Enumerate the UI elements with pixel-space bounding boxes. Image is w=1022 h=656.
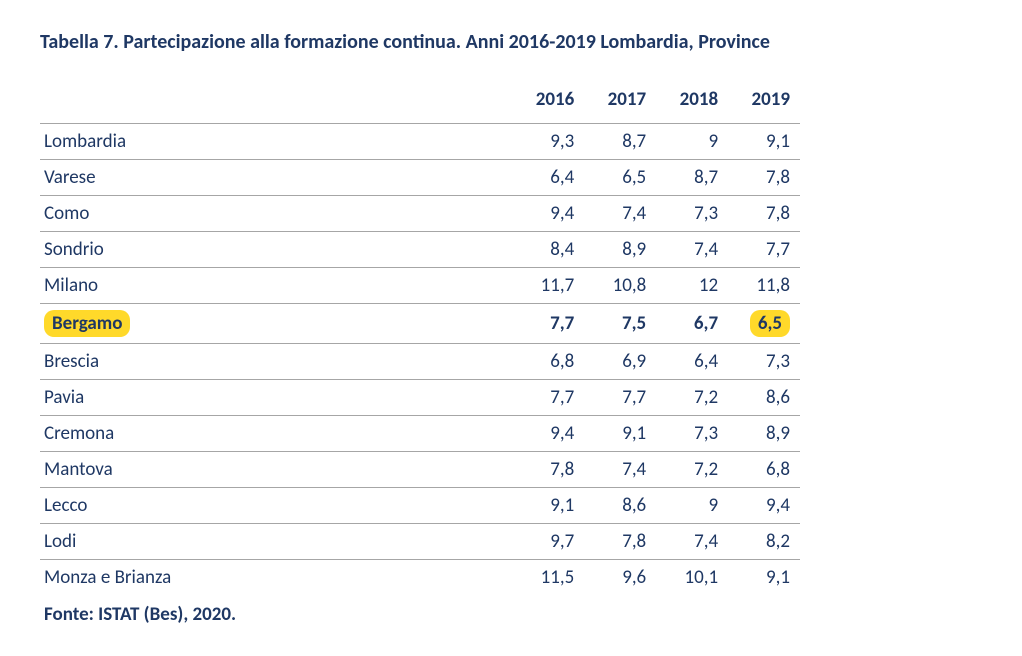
- cell-value: 7,3: [656, 416, 728, 452]
- row-label: Brescia: [40, 344, 512, 380]
- cell-value: 8,7: [584, 124, 656, 160]
- table-row: Brescia6,86,96,47,3: [40, 344, 800, 380]
- cell-value: 7,2: [656, 452, 728, 488]
- cell-value: 7,8: [512, 452, 584, 488]
- cell-value: 11,5: [512, 560, 584, 596]
- cell-value: 6,9: [584, 344, 656, 380]
- cell-value: 11,8: [728, 268, 800, 304]
- cell-value: 7,7: [512, 304, 584, 344]
- cell-value: 6,5: [728, 304, 800, 344]
- cell-value: 7,8: [728, 196, 800, 232]
- cell-value: 6,7: [656, 304, 728, 344]
- cell-value: 9,1: [584, 416, 656, 452]
- row-label: Cremona: [40, 416, 512, 452]
- header-2018: 2018: [656, 82, 728, 124]
- cell-value: 9,1: [512, 488, 584, 524]
- cell-value: 11,7: [512, 268, 584, 304]
- cell-value: 8,9: [584, 232, 656, 268]
- header-2016: 2016: [512, 82, 584, 124]
- row-label: Varese: [40, 160, 512, 196]
- cell-value: 8,6: [584, 488, 656, 524]
- row-label: Bergamo: [40, 304, 512, 344]
- row-label: Monza e Brianza: [40, 560, 512, 596]
- cell-value: 8,2: [728, 524, 800, 560]
- cell-value: 7,3: [656, 196, 728, 232]
- cell-value: 7,4: [656, 524, 728, 560]
- data-table: 2016 2017 2018 2019 Lombardia9,38,799,1V…: [40, 82, 800, 595]
- cell-value: 9,4: [512, 196, 584, 232]
- header-blank: [40, 82, 512, 124]
- cell-value: 7,4: [584, 196, 656, 232]
- cell-value: 6,8: [728, 452, 800, 488]
- cell-value: 9: [656, 124, 728, 160]
- table-row: Sondrio8,48,97,47,7: [40, 232, 800, 268]
- cell-value: 8,6: [728, 380, 800, 416]
- cell-value: 7,8: [728, 160, 800, 196]
- table-row: Lombardia9,38,799,1: [40, 124, 800, 160]
- table-row: Lodi9,77,87,48,2: [40, 524, 800, 560]
- cell-value: 7,7: [584, 380, 656, 416]
- table-source: Fonte: ISTAT (Bes), 2020.: [40, 603, 982, 626]
- cell-value: 10,1: [656, 560, 728, 596]
- header-2017: 2017: [584, 82, 656, 124]
- cell-value: 8,9: [728, 416, 800, 452]
- cell-value: 7,7: [728, 232, 800, 268]
- table-row: Varese6,46,58,77,8: [40, 160, 800, 196]
- table-header-row: 2016 2017 2018 2019: [40, 82, 800, 124]
- cell-value: 7,4: [656, 232, 728, 268]
- cell-value: 6,4: [512, 160, 584, 196]
- cell-value: 9: [656, 488, 728, 524]
- table-row: Mantova7,87,47,26,8: [40, 452, 800, 488]
- header-2019: 2019: [728, 82, 800, 124]
- row-label: Como: [40, 196, 512, 232]
- cell-value: 6,4: [656, 344, 728, 380]
- table-row: Lecco9,18,699,4: [40, 488, 800, 524]
- cell-value: 9,1: [728, 560, 800, 596]
- table-row: Pavia7,77,77,28,6: [40, 380, 800, 416]
- cell-value: 6,5: [584, 160, 656, 196]
- cell-value: 6,8: [512, 344, 584, 380]
- cell-value: 8,7: [656, 160, 728, 196]
- cell-value: 7,7: [512, 380, 584, 416]
- cell-value: 10,8: [584, 268, 656, 304]
- cell-value: 9,4: [512, 416, 584, 452]
- cell-value: 9,4: [728, 488, 800, 524]
- row-label: Lecco: [40, 488, 512, 524]
- table-row: Cremona9,49,17,38,9: [40, 416, 800, 452]
- row-label: Sondrio: [40, 232, 512, 268]
- cell-value: 9,1: [728, 124, 800, 160]
- row-label: Pavia: [40, 380, 512, 416]
- table-row: Como9,47,47,37,8: [40, 196, 800, 232]
- cell-value: 7,8: [584, 524, 656, 560]
- table-row: Milano11,710,81211,8: [40, 268, 800, 304]
- table-title: Tabella 7. Partecipazione alla formazion…: [40, 30, 982, 54]
- cell-value: 12: [656, 268, 728, 304]
- row-label: Lodi: [40, 524, 512, 560]
- row-label: Lombardia: [40, 124, 512, 160]
- table-row: Monza e Brianza11,59,610,19,1: [40, 560, 800, 596]
- row-label: Mantova: [40, 452, 512, 488]
- row-label: Milano: [40, 268, 512, 304]
- cell-value: 7,3: [728, 344, 800, 380]
- table-row: Bergamo7,77,56,76,5: [40, 304, 800, 344]
- cell-value: 7,5: [584, 304, 656, 344]
- cell-value: 7,4: [584, 452, 656, 488]
- cell-value: 7,2: [656, 380, 728, 416]
- cell-value: 9,7: [512, 524, 584, 560]
- cell-value: 9,3: [512, 124, 584, 160]
- cell-value: 9,6: [584, 560, 656, 596]
- cell-value: 8,4: [512, 232, 584, 268]
